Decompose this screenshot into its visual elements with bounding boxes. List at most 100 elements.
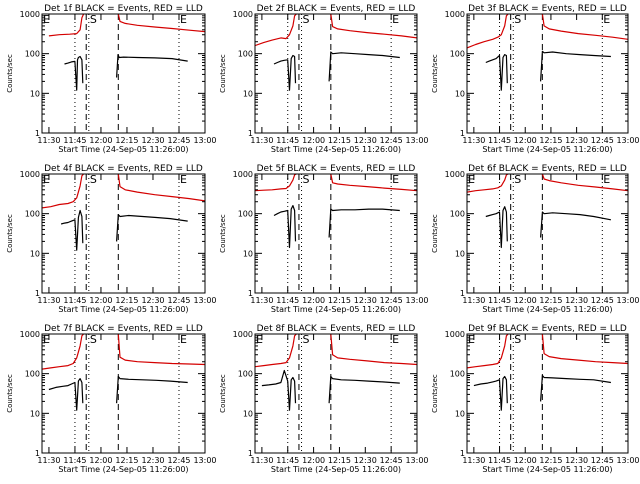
chart4-xtick-label-5: 12:45 (167, 296, 190, 305)
chart9-marker-label-0: E (468, 333, 475, 346)
chart9-xtick-label-6: 13:00 (616, 456, 639, 465)
chart4-xtick-label-4: 12:30 (141, 296, 164, 305)
chart2-marker-label-2: S (303, 13, 310, 26)
chart7-panel: E S E 1 10 100 1000 11:30 11:45 12:00 12:15 12:30 12… (6, 324, 217, 474)
chart9-xtick-label-1: 11:45 (488, 456, 511, 465)
chart5-xtick-label-5: 12:45 (380, 296, 403, 305)
chart4-xtick-label-3: 12:15 (115, 296, 138, 305)
chart6-series-events-seg-1 (540, 211, 612, 238)
chart1-xtick-label-1: 11:45 (63, 136, 86, 145)
chart6-xtick-label-5: 12:45 (591, 296, 614, 305)
chart9-series-lld-seg-0 (467, 334, 509, 369)
chart6-ytick-label-1: 10 (455, 249, 465, 258)
chart3-xtick-label-6: 13:00 (616, 136, 639, 145)
chart6-ytick-label-0: 1 (460, 289, 465, 298)
chart5-series-events-seg-1 (328, 208, 400, 238)
chart2-xtick-label-5: 12:45 (380, 136, 403, 145)
chart1-xtick-label-3: 12:15 (115, 136, 138, 145)
chart4-title: Det 4f BLACK = Events, RED = LLD (44, 164, 203, 174)
chart1-marker-label-5: E (180, 13, 187, 26)
chart1-xtick-label-2: 12:00 (89, 136, 112, 145)
chart7-xlabel: Start Time (24-Sep-05 11:26:00) (58, 465, 188, 474)
chart1-xtick-label-5: 12:45 (167, 136, 190, 145)
chart9-ytick-label-0: 1 (460, 449, 465, 458)
chart4-series-lld-seg-0 (42, 174, 85, 209)
chart4-marker-label-0: E (43, 173, 50, 186)
chart6-title: Det 6f BLACK = Events, RED = LLD (468, 164, 627, 174)
chart1-series-events-seg-1 (116, 53, 188, 78)
chart8-series-lld-seg-0 (255, 334, 297, 368)
chart8-ytick-label-3: 1000 (233, 330, 253, 339)
chart7-xtick-label-0: 11:30 (37, 456, 60, 465)
chart2-panel: S E 1 10 100 1000 11:30 11:45 12:00 12:15 12:30 12:… (219, 4, 429, 154)
chart4-ytick-label-3: 1000 (20, 170, 40, 179)
chart3-series-events-seg-0 (485, 53, 508, 91)
chart4-plot-frame (41, 173, 206, 294)
chart5-ytick-label-1: 10 (243, 249, 253, 258)
chart4-xtick-label-6: 13:00 (193, 296, 216, 305)
chart8-marker-label-5: E (392, 333, 399, 346)
chart6-xtick-label-1: 11:45 (488, 296, 511, 305)
chart7-xtick-label-6: 13:00 (193, 456, 216, 465)
chart7-series-lld-seg-0 (42, 334, 85, 370)
chart6-series-events-seg-0 (485, 206, 508, 249)
chart4-ytick-label-0: 1 (35, 289, 40, 298)
chart9-data (467, 334, 628, 411)
chart6-ytick-label-2: 100 (450, 210, 465, 219)
chart7-xtick-label-4: 12:30 (141, 456, 164, 465)
chart9-marker-label-5: E (603, 333, 610, 346)
chart2-plot-frame (254, 13, 418, 134)
chart9-panel: E S E 1 10 100 1000 11:30 11:45 12:00 12:15 12:30 12… (431, 324, 640, 474)
chart1-series-lld-seg-0 (48, 14, 85, 37)
chart9-marker-label-3: S (514, 333, 521, 346)
chart9-xtick-label-5: 12:45 (591, 456, 614, 465)
chart5-xtick-label-0: 11:30 (250, 296, 273, 305)
chart6-marker-label-3: S (514, 173, 521, 186)
chart6-marker-label-5: E (603, 173, 610, 186)
chart2-series-events-seg-1 (328, 51, 400, 82)
chart6-series-lld-seg-0 (467, 174, 509, 193)
chart1-ytick-label-1: 10 (30, 89, 40, 98)
chart7-ytick-label-0: 1 (35, 449, 40, 458)
chart7-marker-label-3: S (90, 333, 97, 346)
chart4-ylabel: Counts/sec (6, 214, 14, 253)
chart5-marker-label-4: E (392, 173, 399, 186)
chart3-plot-frame (466, 13, 629, 134)
chart8-ytick-label-1: 10 (243, 409, 253, 418)
chart8-series-lld-seg-1 (330, 334, 417, 366)
chart3-ytick-label-3: 1000 (445, 10, 465, 19)
chart7-ytick-label-1: 10 (30, 409, 40, 418)
chart5-plot-frame (254, 173, 418, 294)
chart8-xtick-label-2: 12:00 (302, 456, 325, 465)
chart6-xtick-label-0: 11:30 (462, 296, 485, 305)
chart2-series-lld-seg-1 (330, 14, 417, 39)
chart5-xtick-label-1: 11:45 (276, 296, 299, 305)
chart1-ytick-label-2: 100 (25, 50, 40, 59)
chart8-marker-label-3: S (303, 333, 310, 346)
chart5-xtick-label-3: 12:15 (328, 296, 351, 305)
chart1-ytick-label-0: 1 (35, 129, 40, 138)
chart6-series-lld-seg-1 (541, 174, 628, 192)
chart7-plot-frame (41, 333, 206, 454)
chart9-series-lld-seg-1 (541, 334, 628, 365)
chart3-xtick-label-3: 12:15 (539, 136, 562, 145)
chart7-marker-label-0: E (43, 333, 50, 346)
chart3-xlabel: Start Time (24-Sep-05 11:26:00) (482, 145, 612, 154)
chart1-data (48, 14, 205, 91)
chart5-series-lld-seg-1 (330, 174, 417, 192)
chart2-xlabel: Start Time (24-Sep-05 11:26:00) (271, 145, 401, 154)
chart2-series-lld-seg-0 (255, 14, 297, 47)
chart1-marker-label-3: S (90, 13, 97, 26)
chart2-xtick-label-2: 12:00 (302, 136, 325, 145)
chart6-ytick-label-3: 1000 (445, 170, 465, 179)
chart8-series-events-seg-1 (328, 375, 400, 404)
chart2-title: Det 2f BLACK = Events, RED = LLD (257, 4, 416, 14)
chart6-data (467, 174, 628, 249)
chart2-xtick-label-3: 12:15 (328, 136, 351, 145)
chart4-xtick-label-0: 11:30 (37, 296, 60, 305)
chart8-xlabel: Start Time (24-Sep-05 11:26:00) (271, 465, 401, 474)
chart3-xtick-label-2: 12:00 (514, 136, 537, 145)
chart6-xtick-label-2: 12:00 (514, 296, 537, 305)
chart8-series-events-seg-0 (261, 369, 297, 411)
chart8-xtick-label-1: 11:45 (276, 456, 299, 465)
